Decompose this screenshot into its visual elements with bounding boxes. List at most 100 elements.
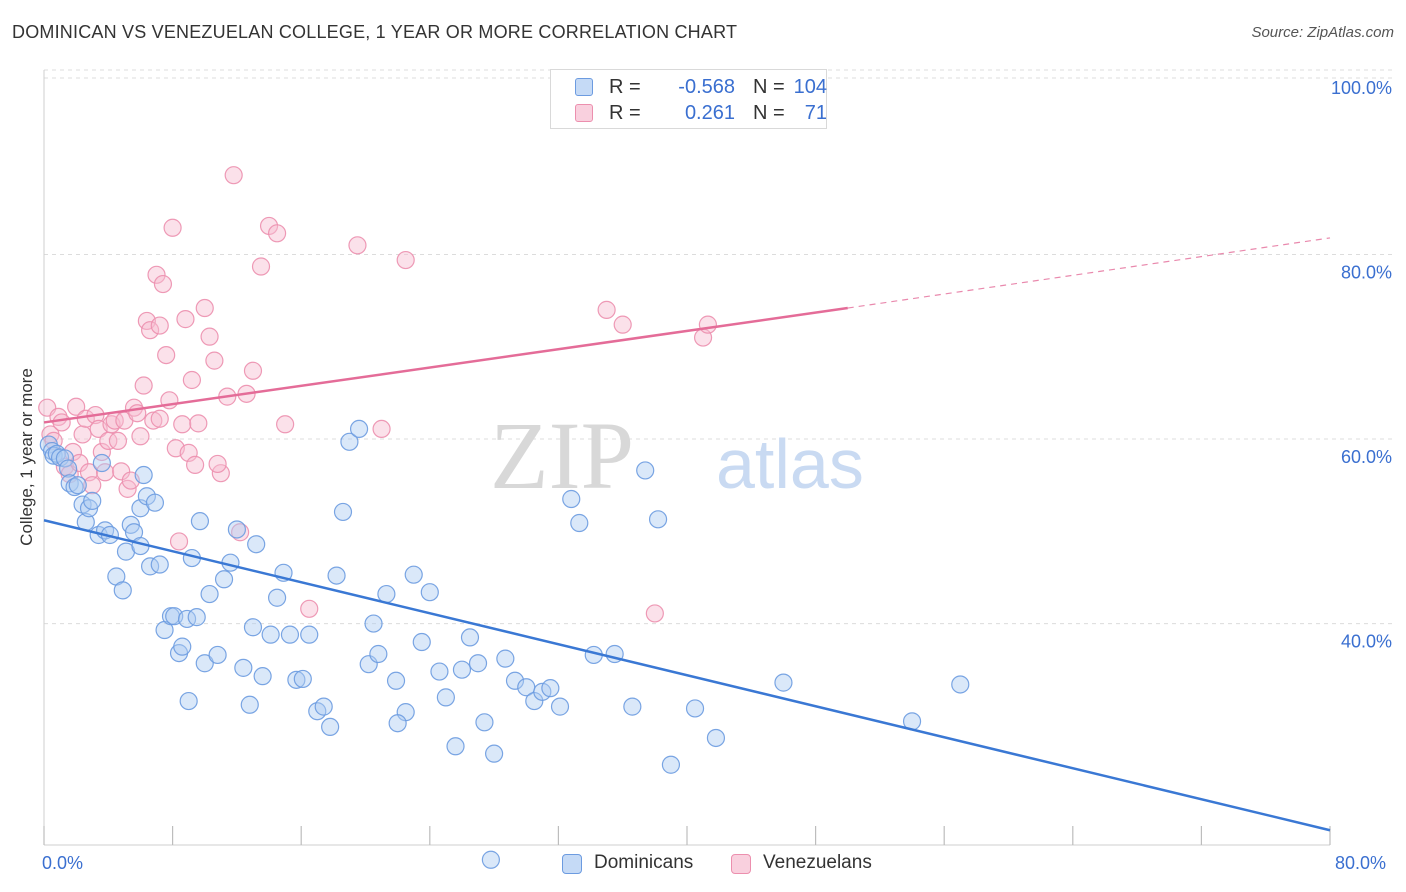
dominicans-point <box>430 662 449 681</box>
dominicans-point <box>562 489 581 509</box>
dominicans-trend-line <box>43 519 1331 832</box>
venezuelans-point <box>173 415 192 434</box>
venezuelans-point <box>140 321 160 340</box>
venezuelans-point <box>186 455 205 474</box>
dominicans-point <box>92 453 111 473</box>
dominicans-point <box>173 637 192 656</box>
y-tick-label: 80.0% <box>1341 263 1392 283</box>
dominicans-point <box>685 699 705 718</box>
dominicans-point <box>145 493 165 512</box>
dominicans-point <box>460 628 480 647</box>
venezuelans-point <box>597 300 616 319</box>
dominicans-point <box>661 755 681 774</box>
venezuelans-points <box>38 166 717 623</box>
venezuelans-point <box>231 523 250 542</box>
dominicans-point <box>446 737 465 756</box>
dominicans-point <box>314 697 333 716</box>
grid-lines <box>44 69 1392 625</box>
dominicans-point <box>496 649 515 668</box>
dominicans-point <box>234 658 253 677</box>
legend-n-label: N = <box>753 76 785 98</box>
dominicans-point <box>287 670 306 689</box>
legend-n-value: 104 <box>793 76 827 98</box>
venezuelans-point <box>300 599 319 618</box>
dominicans-point <box>364 614 383 633</box>
dominicans-point <box>300 625 319 644</box>
venezuelans-point <box>67 397 86 416</box>
legend-n-value: 71 <box>804 102 827 124</box>
dominicans-point <box>951 675 970 694</box>
legend-n-label: N = <box>753 102 785 124</box>
dominicans-point <box>179 691 198 711</box>
venezuelans-point <box>182 370 201 390</box>
dominicans-point <box>333 502 353 522</box>
dominicans-point <box>243 618 263 637</box>
dominicans-point <box>247 535 266 554</box>
legend-label-venezuelans: Venezuelans <box>763 852 872 873</box>
dominicans-point <box>570 513 589 533</box>
dominicans-point <box>505 671 525 690</box>
venezuelans-point <box>251 257 271 276</box>
venezuelans-point <box>195 298 214 318</box>
dominicans-point <box>623 697 642 716</box>
venezuelans-point <box>200 327 219 346</box>
y-tick-label: 100.0% <box>1331 78 1392 98</box>
legend-r-label: R = <box>609 102 641 124</box>
dominicans-point <box>420 583 439 602</box>
dominicans-point <box>321 717 340 737</box>
chart-title: DOMINICAN VS VENEZUELAN COLLEGE, 1 YEAR … <box>12 22 738 42</box>
dominicans-point <box>195 654 214 673</box>
legend-swatch-blue <box>575 78 593 96</box>
dominicans-point <box>200 584 219 604</box>
dominicans-point <box>475 713 494 732</box>
dominicans-point <box>340 432 359 451</box>
source-note: Source: ZipAtlas.com <box>1251 24 1394 41</box>
legend-swatch-pink <box>731 854 751 874</box>
venezuelans-point <box>205 351 224 370</box>
dominicans-point <box>55 449 74 468</box>
dominicans-point <box>208 645 227 665</box>
dominicans-point <box>113 581 132 600</box>
venezuelans-point <box>208 454 227 474</box>
venezuelans-point <box>224 166 243 185</box>
trend-lines <box>43 237 1331 832</box>
venezuelans-point <box>169 532 189 551</box>
dominicans-point <box>134 465 153 485</box>
dominicans-point <box>280 625 300 644</box>
x-tick-label-min: 0.0% <box>42 853 84 873</box>
dominicans-point <box>436 688 455 707</box>
venezuelans-point <box>144 411 163 430</box>
venezuelans-point <box>70 453 89 473</box>
venezuelans-point <box>163 218 182 237</box>
x-tick-label-max: 80.0% <box>1335 853 1387 873</box>
dominicans-point <box>227 520 246 539</box>
dominicans-point <box>485 744 504 763</box>
dominicans-point <box>774 673 793 692</box>
y-tick-label: 60.0% <box>1341 447 1392 467</box>
dominicans-point <box>214 570 234 589</box>
dominicans-point <box>388 714 407 733</box>
watermark-atlas: atlas <box>716 425 864 503</box>
dominicans-point <box>261 625 280 644</box>
dominicans-point <box>550 697 570 716</box>
dominicans-point <box>253 667 272 686</box>
dominicans-point <box>468 654 488 673</box>
dominicans-point <box>481 850 500 869</box>
venezuelans-trend-line <box>43 306 848 424</box>
dominicans-point <box>648 510 668 529</box>
dominicans-point <box>412 632 431 652</box>
venezuelans-point <box>276 415 295 434</box>
dominicans-point <box>369 644 388 664</box>
dominicans-point <box>541 679 560 698</box>
venezuelans-point <box>157 345 176 365</box>
dominicans-point <box>44 446 63 465</box>
venezuelans-point <box>108 431 128 450</box>
legend-r-value: 0.261 <box>684 102 735 124</box>
dominicans-point <box>386 671 406 690</box>
y-tick-label: 40.0% <box>1341 632 1392 652</box>
venezuelans-point <box>243 361 263 380</box>
venezuelans-point <box>150 316 169 335</box>
venezuelans-point <box>73 425 92 444</box>
venezuelans-point <box>153 274 173 294</box>
